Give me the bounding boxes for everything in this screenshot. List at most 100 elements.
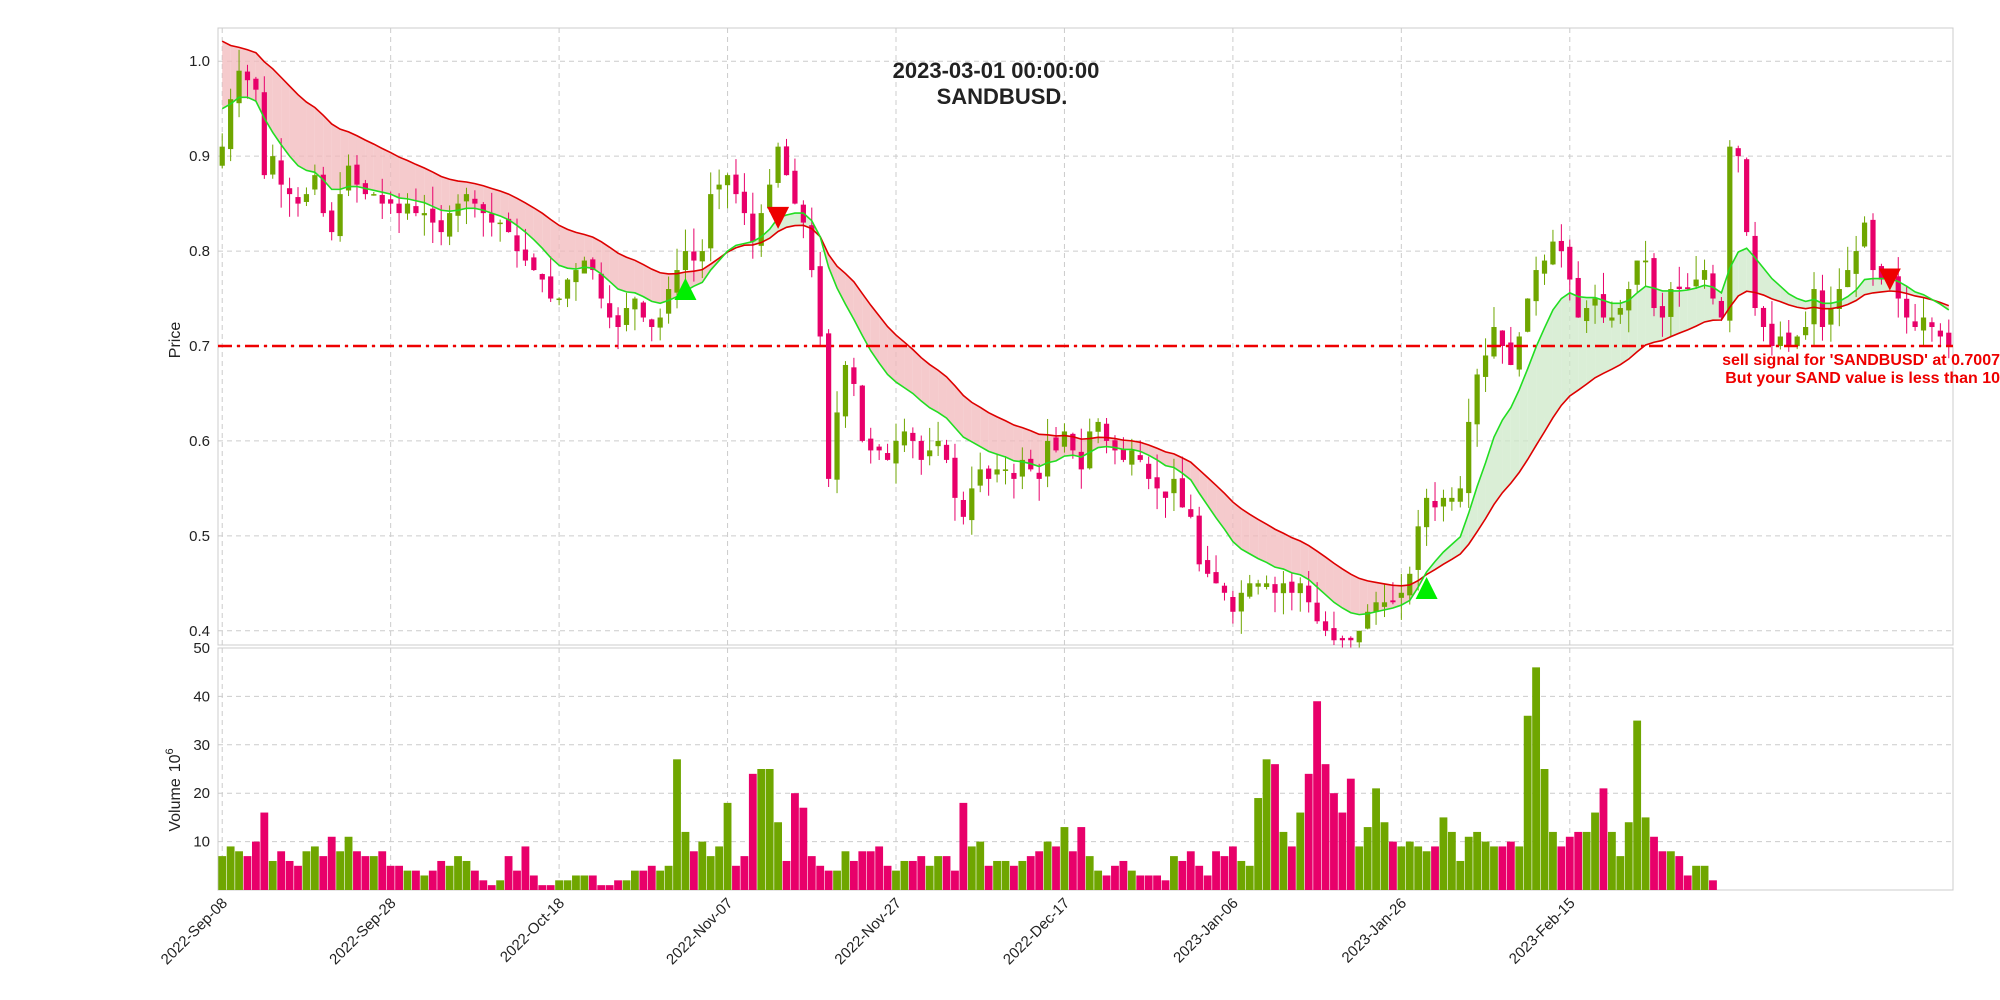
candle-body: [1306, 585, 1312, 603]
candle-body: [1449, 497, 1455, 502]
candle-body: [657, 317, 663, 328]
candle-body: [741, 191, 748, 214]
volume-bar: [791, 793, 799, 890]
volume-label-base: 10: [167, 754, 184, 772]
candle-body: [724, 175, 731, 186]
candle-body: [1651, 258, 1657, 309]
volume-bar: [1068, 851, 1077, 890]
candle-body: [1752, 235, 1758, 309]
candle-body: [649, 319, 655, 328]
candle-body: [1482, 355, 1489, 377]
candle-body: [270, 156, 276, 175]
ema-fill-segment: [618, 253, 627, 292]
candle-body: [1533, 270, 1539, 302]
candle-body: [1541, 260, 1548, 274]
candle-body: [1356, 630, 1362, 643]
candle-body: [329, 210, 335, 233]
candle-body: [952, 457, 958, 498]
candle-body: [1221, 585, 1228, 593]
candle-body: [758, 213, 764, 246]
volume-bar: [681, 831, 690, 890]
candle-body: [1314, 602, 1320, 622]
candle-body: [1390, 600, 1396, 603]
volume-bar: [1582, 831, 1591, 890]
candle-body: [842, 364, 849, 417]
candle-body: [219, 146, 225, 166]
volume-bar: [243, 856, 252, 890]
candle-body: [1491, 327, 1497, 357]
volume-bar: [622, 880, 631, 890]
candle-body: [1946, 332, 1952, 346]
volume-bar: [765, 769, 774, 890]
ema-fill-segment: [415, 164, 425, 203]
volume-bar: [1565, 836, 1574, 890]
ema-fill-segment: [575, 232, 585, 270]
volume-bar: [984, 865, 993, 890]
ema-fill-segment: [1443, 544, 1452, 565]
price-tick-label: 0.5: [189, 528, 210, 545]
volume-bar: [572, 875, 580, 890]
candle-body: [632, 298, 638, 310]
ema-fill-segment: [988, 412, 998, 455]
volume-bar: [833, 870, 841, 890]
candle-body: [1272, 584, 1278, 593]
candle-body: [1701, 270, 1708, 280]
candle-body: [876, 446, 882, 451]
ema-fill-segment: [946, 376, 955, 428]
price-tick-label: 0.7: [189, 338, 210, 355]
ema-fill-segment: [634, 260, 644, 297]
x-tick-label: 2022-Sep-08: [158, 895, 231, 968]
ema-fill-segment: [1696, 285, 1705, 327]
candle-body: [590, 259, 596, 271]
volume-bar: [1330, 793, 1338, 890]
candle-body: [1584, 308, 1590, 322]
volume-bar: [925, 865, 934, 890]
ema-fill-segment: [938, 370, 947, 419]
candle-body: [1179, 478, 1185, 508]
volume-bar: [1144, 875, 1153, 890]
candle-body: [767, 184, 773, 209]
volume-bar: [277, 851, 286, 890]
price-plot-frame: [217, 27, 1954, 646]
candle-body: [859, 385, 865, 441]
candle-body: [1617, 308, 1623, 315]
volume-bar: [555, 880, 564, 890]
volume-bar: [521, 846, 530, 890]
volume-bar: [1599, 788, 1608, 890]
candle-body: [1861, 222, 1868, 247]
signal-markers: [674, 206, 1901, 600]
candle-body: [1297, 583, 1303, 594]
ema-fill-segment: [1780, 286, 1789, 305]
volume-bar: [841, 851, 850, 890]
ema-fill-segment: [921, 357, 930, 408]
ema-fill-segment: [1392, 585, 1402, 608]
candle-body: [244, 71, 251, 81]
candle-body: [1693, 279, 1699, 287]
candle-body: [1213, 572, 1219, 584]
volume-bar: [597, 885, 606, 890]
ema-fill-segment: [432, 172, 442, 211]
candle-body: [253, 78, 259, 90]
volume-bar: [740, 856, 749, 890]
volume-bar: [1279, 831, 1288, 890]
x-tick-label: 2023-Jan-26: [1339, 895, 1411, 967]
candle-body: [943, 444, 950, 460]
candle-body: [388, 199, 394, 204]
ema-fill-segment: [997, 416, 1006, 458]
candle-body: [1727, 146, 1733, 321]
volume-bar: [1641, 817, 1650, 890]
x-tick-label: 2022-Nov-27: [831, 895, 904, 968]
ema-fill-segment: [1451, 536, 1461, 560]
candle-body: [531, 257, 537, 271]
candle-body: [1440, 497, 1447, 507]
ema-fill-segment: [1679, 289, 1688, 334]
candle-body: [893, 440, 899, 464]
volume-bar: [1035, 851, 1044, 890]
x-axis-ticks: 2022-Sep-08 2022-Sep-28 2022-Oct-18 2022-No…: [158, 895, 1579, 968]
candle-body: [295, 197, 301, 204]
volume-bar: [849, 860, 858, 890]
candle-body: [1348, 637, 1354, 641]
candle-body: [691, 251, 697, 261]
ema-fill-segment: [1266, 524, 1276, 568]
volume-bar: [807, 856, 816, 890]
